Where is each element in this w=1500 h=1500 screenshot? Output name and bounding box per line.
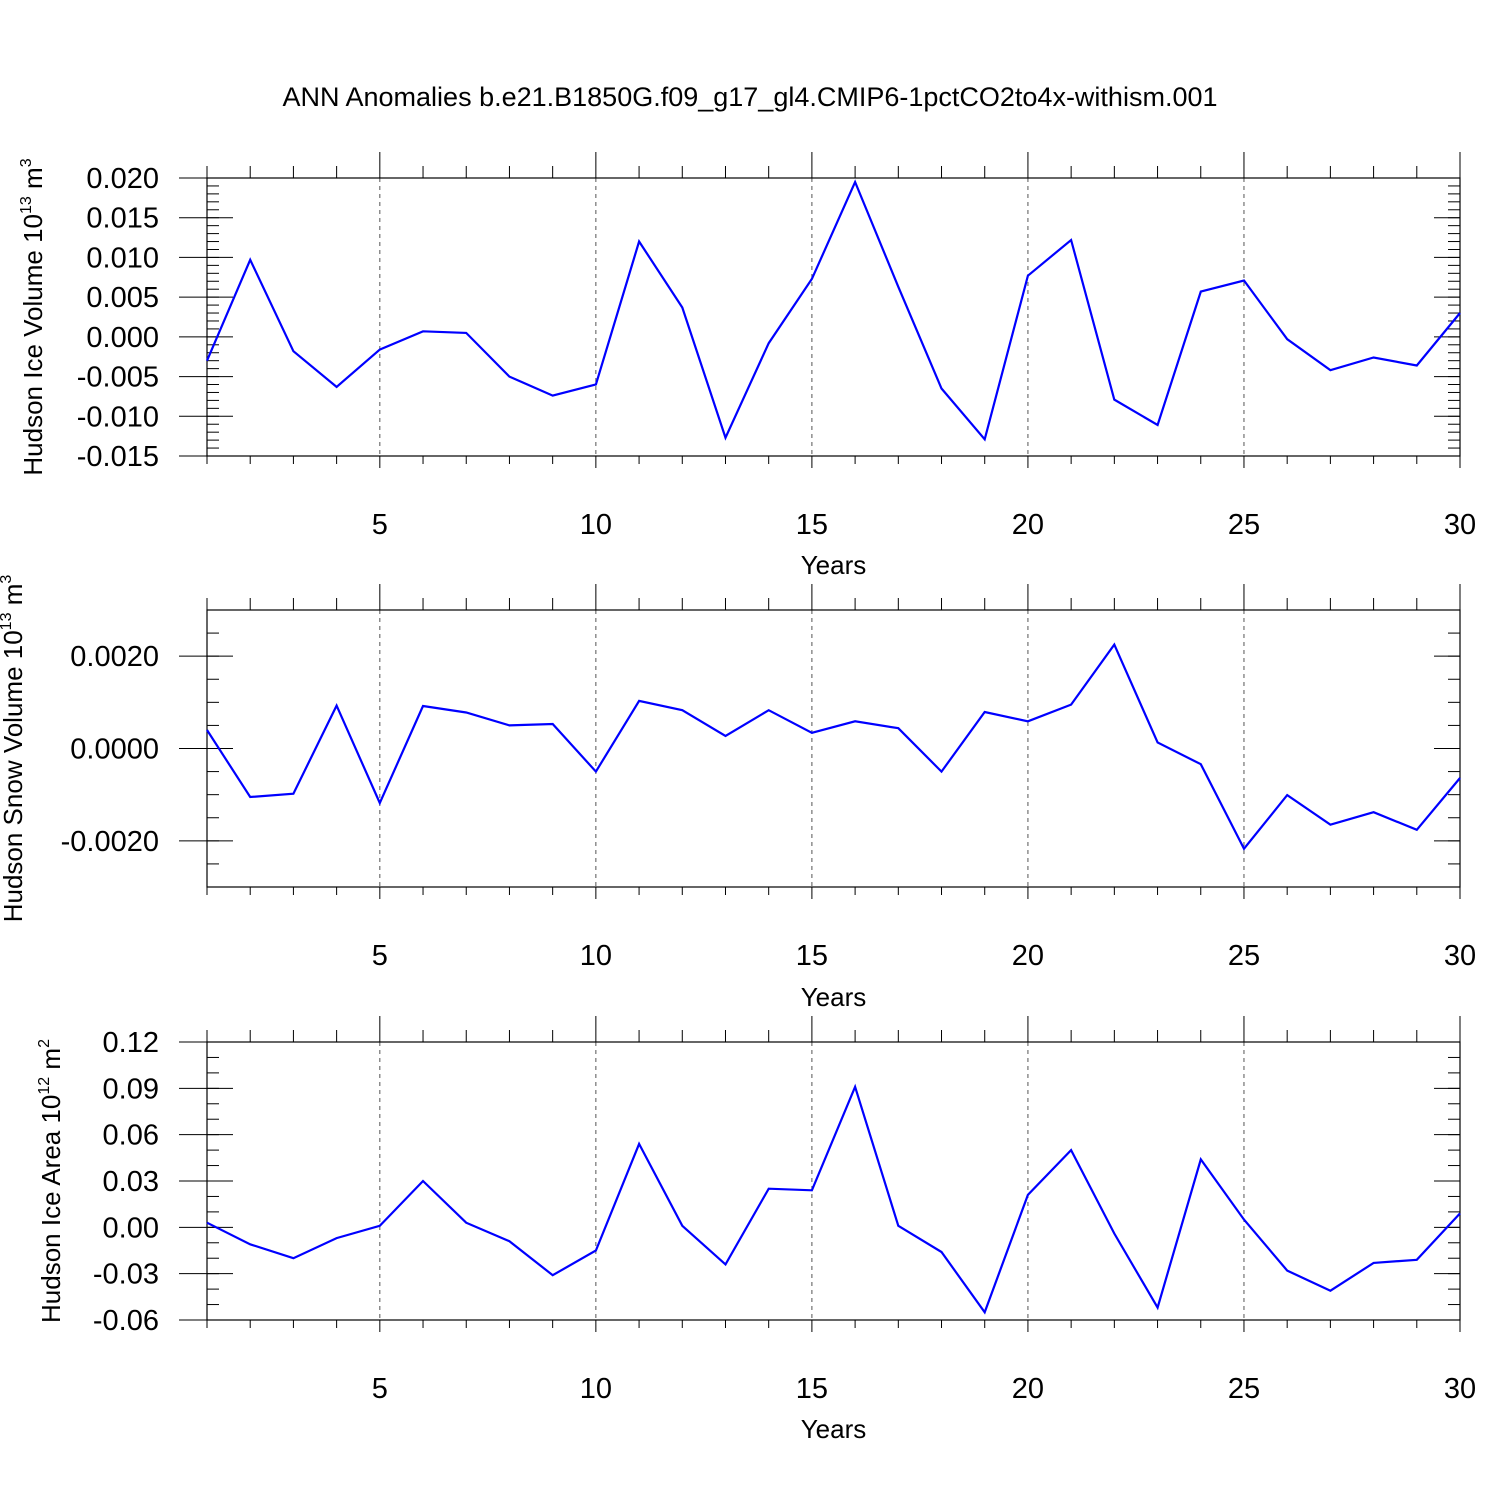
series-line-snow-volume [206,642,1461,851]
y-tick-label: 0.010 [86,242,159,274]
x-tick-label: 10 [580,1373,612,1405]
y-axis-title: Hudson Snow Volume 1013 m3 [0,575,28,923]
panel-snow-volume: -0.0020 0.0000 0.0020 5 10 15 20 25 30 Years Hudso… [0,575,1476,1012]
x-tick-label: 25 [1228,940,1260,972]
x-tick-label: 30 [1444,1373,1476,1405]
y-axis-title: Hudson Ice Volume 1013 m3 [18,158,48,475]
x-tick-label: 20 [1012,940,1044,972]
y-tick-label: 0.00 [103,1212,159,1244]
y-tick-label: 0.0000 [70,734,159,766]
x-tick-label: 15 [796,1373,828,1405]
plot-frame [206,609,1461,888]
y-tick-label: -0.005 [77,362,159,394]
x-axis-title: Years [801,982,867,1012]
y-tick-label: 0.015 [86,203,159,235]
y-tick-label: -0.015 [77,441,159,473]
y-tick-label: -0.06 [93,1305,159,1337]
y-axis-title: Hudson Ice Area 1012 m2 [36,1039,66,1323]
y-tick-label: 0.020 [86,163,159,195]
x-tick-label: 10 [580,940,612,972]
x-axis-title: Years [801,550,867,580]
series-line-ice-volume [205,179,1461,442]
series-line-ice-area [206,1083,1461,1315]
x-tick-label: 5 [372,940,388,972]
x-tick-label: 25 [1228,1373,1260,1405]
x-tick-label: 5 [372,509,388,541]
y-tick-label: 0.005 [86,282,159,314]
x-tick-label: 30 [1444,509,1476,541]
plot-frame [206,1041,1461,1321]
x-tick-label: 5 [372,1373,388,1405]
y-tick-label: 0.03 [103,1166,159,1198]
y-tick-label: -0.0020 [61,826,159,858]
x-tick-label: 15 [796,509,828,541]
y-tick-label: 0.06 [103,1120,159,1152]
panel-ice-volume: -0.015 -0.010 -0.005 0.000 0.005 0.010 0.015 0.… [18,152,1476,580]
y-tick-label: 0.0020 [70,641,159,673]
panels: -0.015-0.010-0.0050.0000.0050.0100.0150.… [0,152,1476,1444]
x-tick-label: 20 [1012,509,1044,541]
y-tick-label: -0.010 [77,401,159,433]
y-tick-label: 0.12 [103,1027,159,1059]
panel-ice-area: -0.06 -0.03 0.00 0.03 0.06 0.09 0.12 5 10 15 20 25 3… [36,1016,1476,1444]
x-tick-label: 30 [1444,940,1476,972]
plot-frame [206,177,1461,457]
x-tick-label: 20 [1012,1373,1044,1405]
y-tick-label: 0.09 [103,1073,159,1105]
y-tick-label: 0.000 [86,322,159,354]
x-tick-label: 15 [796,940,828,972]
figure-title: ANN Anomalies b.e21.B1850G.f09_g17_gl4.C… [282,82,1217,112]
x-tick-label: 25 [1228,509,1260,541]
x-tick-label: 10 [580,509,612,541]
y-tick-label: -0.03 [93,1259,159,1291]
x-axis-title: Years [801,1414,867,1444]
